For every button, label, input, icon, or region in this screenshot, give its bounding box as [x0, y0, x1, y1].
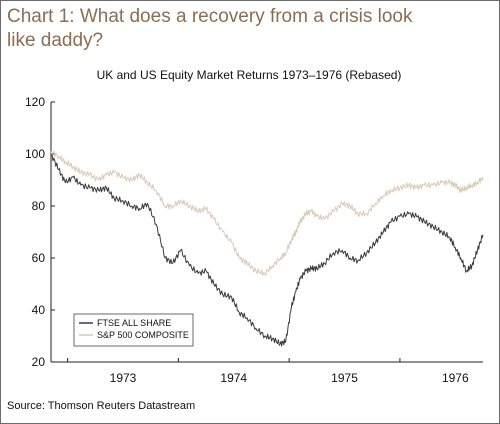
legend-label-sp500: S&P 500 COMPOSITE — [97, 330, 189, 340]
source-note: Source: Thomson Reuters Datastream — [7, 400, 196, 412]
legend: FTSE ALL SHARE S&P 500 COMPOSITE — [73, 313, 194, 347]
series-line-ftse — [50, 153, 484, 347]
y-tick-label: 100 — [25, 147, 45, 161]
page-title: Chart 1: What does a recovery from a cri… — [7, 6, 413, 51]
chart-title: UK and US Equity Market Returns 1973–197… — [96, 68, 402, 82]
y-tick-label: 120 — [25, 95, 45, 109]
y-tick-label: 40 — [32, 303, 46, 317]
x-tick-label: 1973 — [110, 371, 137, 385]
y-tick-label: 20 — [32, 355, 46, 369]
y-tick-label: 80 — [32, 199, 46, 213]
x-tick-label: 1974 — [220, 371, 247, 385]
legend-box — [73, 313, 194, 347]
x-tick-label: 1976 — [442, 371, 469, 385]
legend-label-ftse: FTSE ALL SHARE — [97, 318, 171, 328]
series-line-sp500 — [50, 150, 484, 276]
x-tick-label: 1975 — [331, 371, 358, 385]
y-tick-label: 60 — [32, 251, 46, 265]
plot-area — [50, 150, 484, 347]
